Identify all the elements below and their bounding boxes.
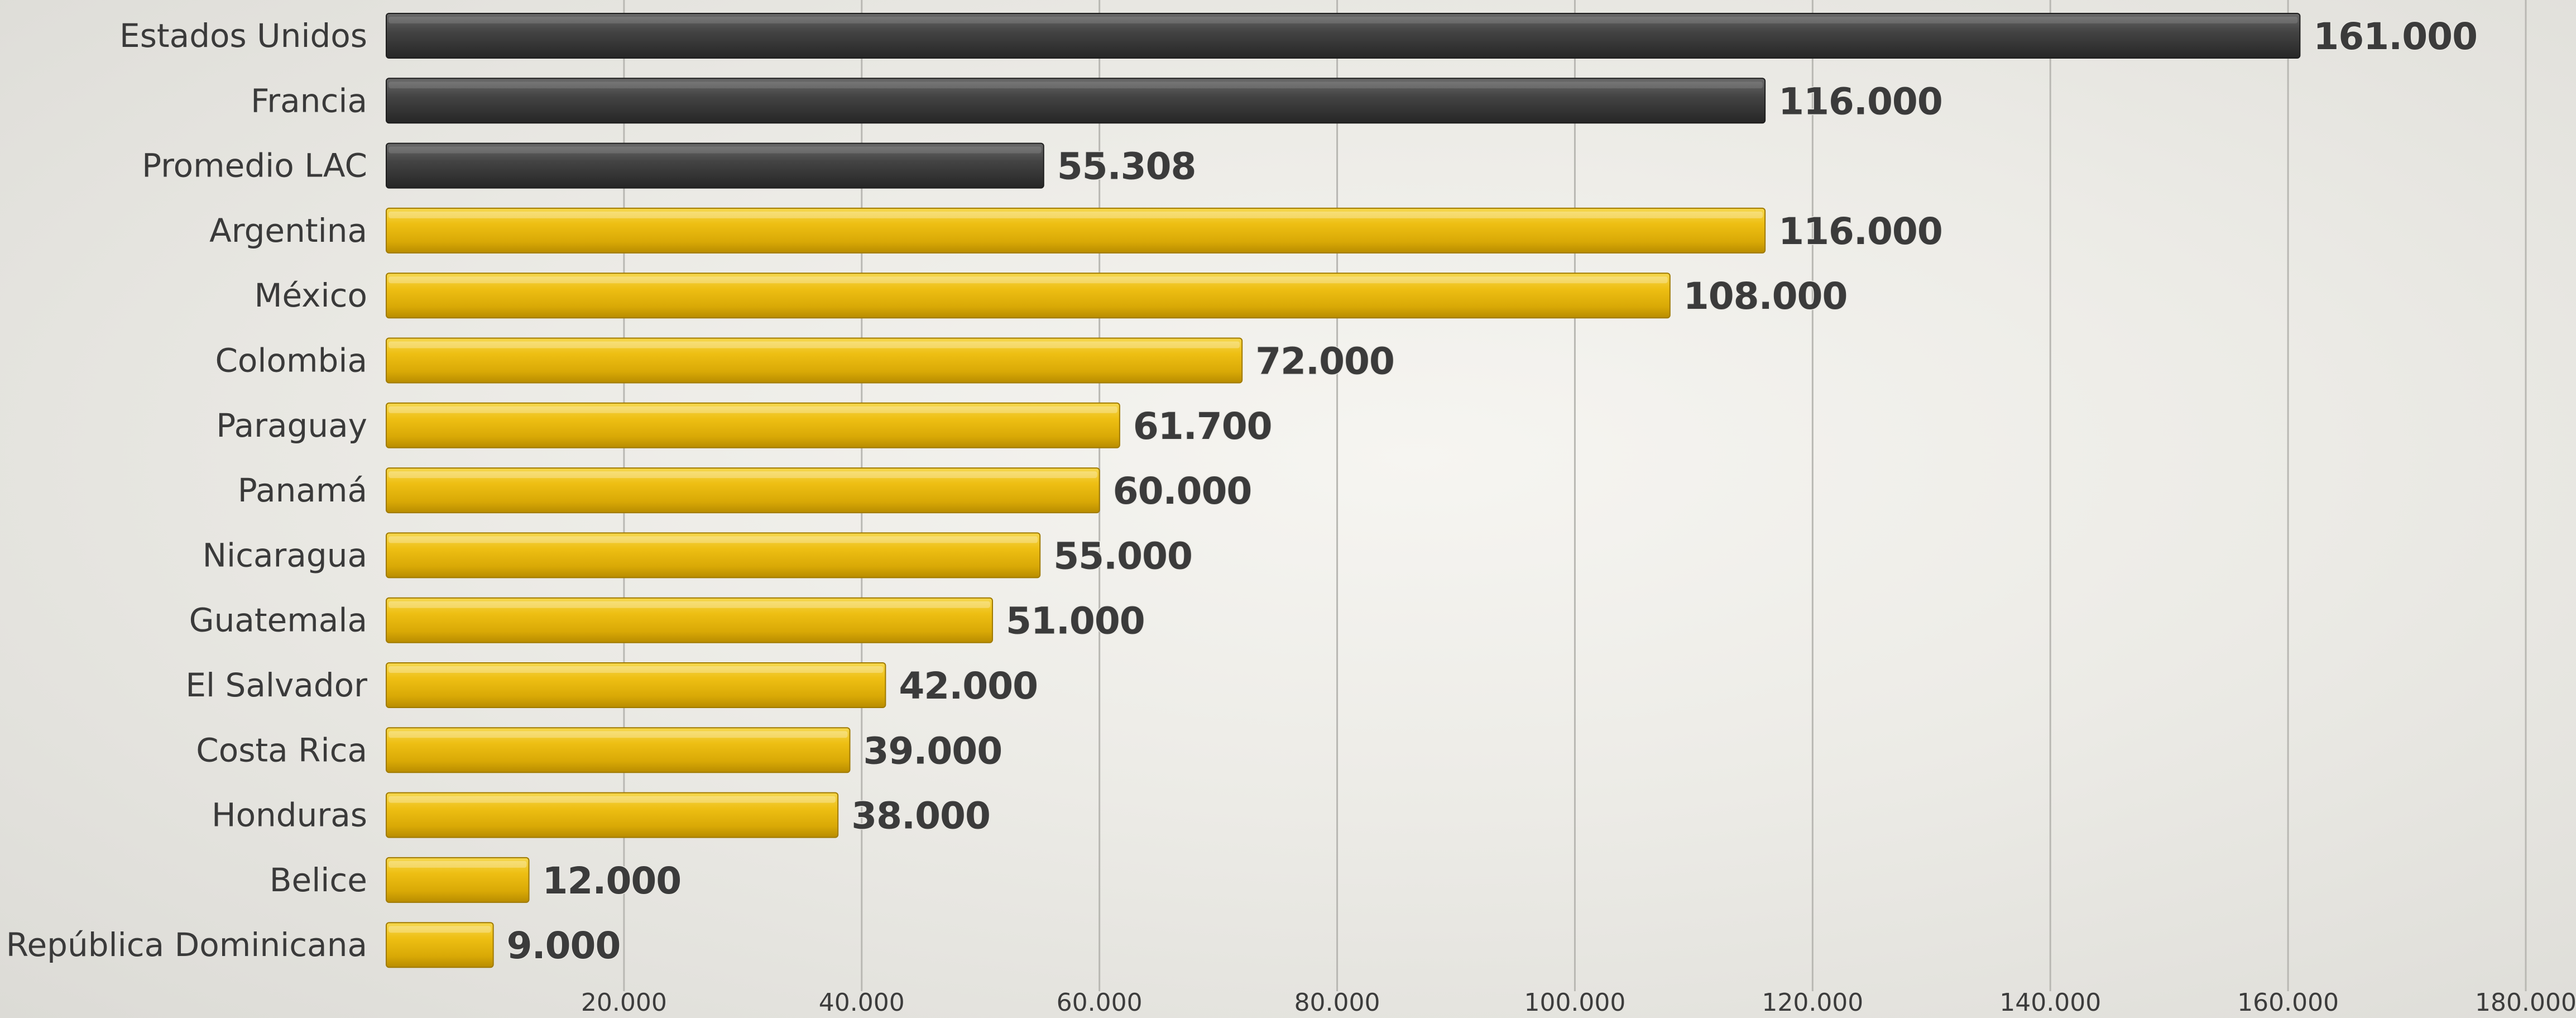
bar-1 bbox=[386, 78, 1766, 124]
x-tick-label: 160.000 bbox=[2237, 988, 2339, 1017]
category-labels: Estados Unidos Francia Promedio LAC Argenti… bbox=[6, 17, 367, 964]
bar-highlight-0 bbox=[388, 17, 2298, 23]
value-label: 9.000 bbox=[507, 924, 621, 967]
bar-12 bbox=[386, 792, 839, 838]
category-label: Colombia bbox=[215, 342, 367, 380]
bar-highlight-4 bbox=[388, 276, 1668, 284]
category-label: Nicaragua bbox=[203, 536, 367, 574]
bars bbox=[386, 13, 2301, 968]
x-tick-label: 140.000 bbox=[1999, 988, 2101, 1017]
bar-6 bbox=[386, 402, 1120, 448]
value-label: 116.000 bbox=[1778, 80, 1942, 123]
category-label: Belice bbox=[270, 861, 367, 899]
value-label: 116.000 bbox=[1778, 210, 1942, 253]
x-tick-label: 40.000 bbox=[819, 988, 905, 1017]
value-label: 38.000 bbox=[851, 795, 990, 838]
category-label: República Dominicana bbox=[6, 926, 367, 964]
value-label: 55.000 bbox=[1053, 534, 1192, 577]
value-label: 39.000 bbox=[863, 729, 1002, 772]
bar-3 bbox=[386, 207, 1766, 254]
value-label: 42.000 bbox=[899, 665, 1038, 708]
bar-2 bbox=[386, 142, 1044, 189]
value-labels: 161.000 116.000 55.308 116.000 108.000 72.000… bbox=[506, 15, 2478, 968]
category-label: Panamá bbox=[238, 471, 367, 509]
bar-highlight-5 bbox=[388, 341, 1240, 348]
category-label: Honduras bbox=[212, 796, 367, 834]
value-label: 61.700 bbox=[1133, 405, 1272, 448]
bar-highlight-6 bbox=[388, 406, 1117, 413]
bar-highlight-10 bbox=[388, 666, 884, 673]
bar-highlight-14 bbox=[388, 926, 491, 933]
bar-5 bbox=[386, 337, 1243, 384]
bar-highlight-9 bbox=[388, 601, 991, 608]
bar-10 bbox=[386, 662, 886, 708]
bar-8 bbox=[386, 532, 1041, 579]
x-tick-label: 20.000 bbox=[581, 988, 667, 1017]
x-tick-label: 180.000 bbox=[2475, 988, 2576, 1017]
category-label: Promedio LAC bbox=[142, 147, 367, 185]
bar-highlight-12 bbox=[388, 796, 836, 803]
x-axis-tick-labels: 20.000 40.000 60.000 80.000 100.000 120.000 14… bbox=[581, 988, 2576, 1017]
bar-9 bbox=[386, 597, 994, 643]
x-tick-label: 100.000 bbox=[1524, 988, 1625, 1017]
value-label: 60.000 bbox=[1113, 470, 1252, 513]
category-label: México bbox=[254, 276, 367, 314]
category-label: Guatemala bbox=[189, 601, 367, 639]
bar-0 bbox=[386, 13, 2301, 59]
value-label: 72.000 bbox=[1255, 340, 1394, 383]
bar-13 bbox=[386, 857, 530, 903]
x-tick-label: 120.000 bbox=[1762, 988, 1863, 1017]
value-label: 12.000 bbox=[543, 859, 682, 902]
bar-highlight-1 bbox=[388, 82, 1763, 89]
bar-highlight-11 bbox=[388, 731, 848, 738]
bar-highlight-13 bbox=[388, 861, 527, 868]
value-label: 161.000 bbox=[2313, 15, 2477, 58]
value-label: 108.000 bbox=[1683, 275, 1848, 318]
category-label: Argentina bbox=[209, 212, 367, 250]
bar-highlight-8 bbox=[388, 536, 1038, 543]
bar-highlight-2 bbox=[388, 146, 1042, 154]
value-label: 55.308 bbox=[1057, 145, 1196, 188]
bar-highlight-7 bbox=[388, 471, 1097, 479]
category-label: Estados Unidos bbox=[119, 17, 367, 55]
bar-11 bbox=[386, 727, 851, 773]
bar-14 bbox=[386, 922, 494, 968]
category-label: El Salvador bbox=[185, 666, 367, 704]
x-tick-label: 60.000 bbox=[1057, 988, 1143, 1017]
bar-4 bbox=[386, 273, 1671, 319]
category-label: Costa Rica bbox=[196, 731, 367, 769]
bar-7 bbox=[386, 467, 1100, 514]
category-label: Paraguay bbox=[216, 407, 367, 445]
value-label: 51.000 bbox=[1006, 600, 1145, 643]
category-label: Francia bbox=[251, 82, 367, 120]
bar-highlight-3 bbox=[388, 211, 1763, 218]
x-tick-label: 80.000 bbox=[1294, 988, 1380, 1017]
